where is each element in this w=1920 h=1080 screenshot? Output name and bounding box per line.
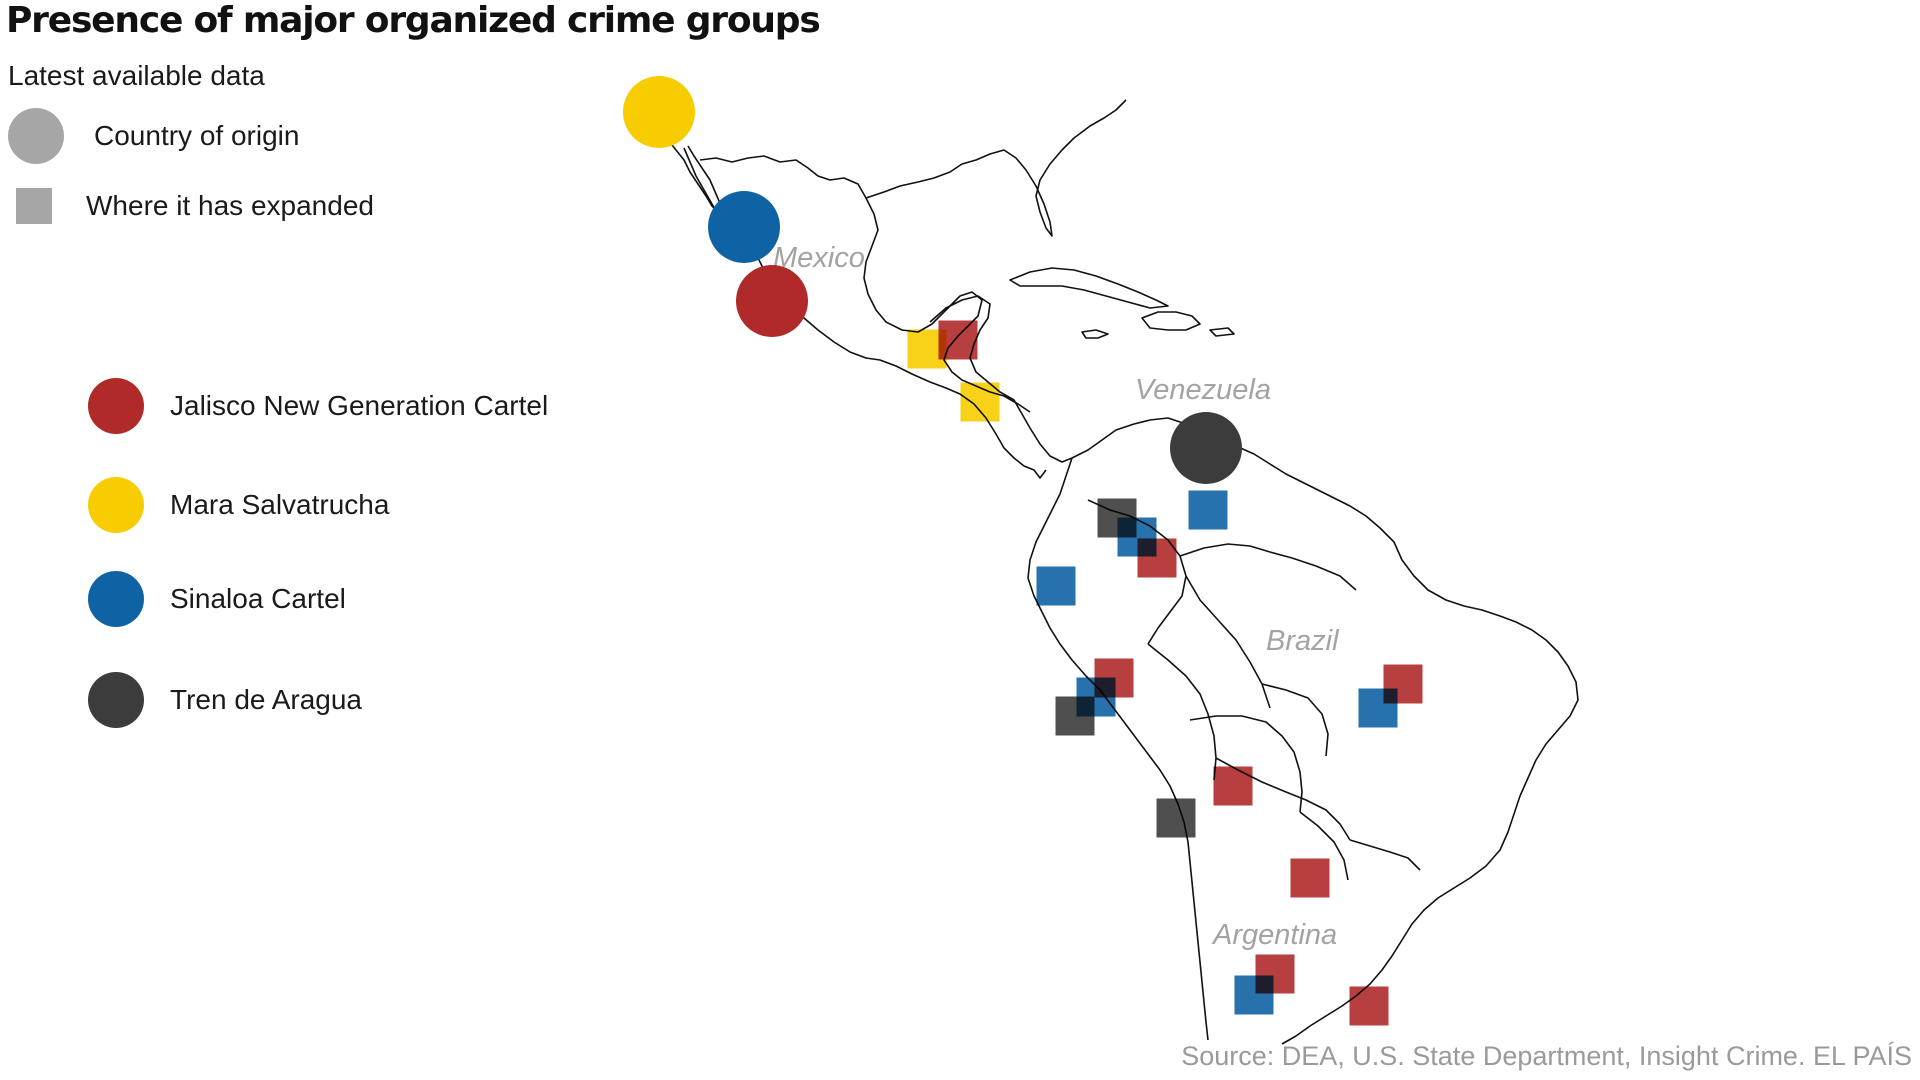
legend-expanded-label: Where it has expanded (86, 190, 374, 221)
legend-group-tren: Tren de Aragua (88, 672, 362, 728)
expansion-square-tren-de-aragua-chile (1156, 798, 1196, 838)
chart-title: Presence of major organized crime groups (6, 0, 821, 41)
legend-group-label: Mara Salvatrucha (170, 489, 390, 520)
expansion-square-sinaloa-cartel-argentina (1234, 975, 1274, 1015)
label-mexico: Mexico (773, 242, 865, 274)
origin-circle-sinaloa-cartel (708, 191, 780, 263)
origin-circle-jalisco-new-generation-cartel (736, 265, 808, 337)
origin-circle-tren-de-aragua (1170, 412, 1242, 484)
legend-country-of-origin: Country of origin (8, 108, 299, 164)
sinaloa-color-swatch (88, 571, 144, 627)
hispaniola-outline (1141, 311, 1201, 331)
label-argentina: Argentina (1211, 919, 1337, 951)
gulf-coastline (699, 155, 1031, 413)
legend-where-expanded: Where it has expanded (16, 188, 374, 224)
jamaica-outline (1081, 329, 1109, 339)
legend-group-label: Tren de Aragua (170, 684, 362, 715)
expansion-square-jalisco-new-generation-cartel-uruguay (1349, 986, 1389, 1026)
cuba-outline (1009, 267, 1169, 309)
label-brazil: Brazil (1266, 625, 1340, 657)
expansion-square-jalisco-new-generation-cartel-paraguay (1290, 858, 1330, 898)
legend-group-label: Jalisco New Generation Cartel (170, 390, 549, 421)
pacific-south-america-coastline (1027, 457, 1209, 1041)
source-note: Source: DEA, U.S. State Department, Insi… (1181, 1041, 1912, 1071)
expansion-square-jalisco-new-generation-cartel-colombia (1137, 538, 1177, 578)
legend-circle-symbol (8, 108, 64, 164)
legend-group-jalisco: Jalisco New Generation Cartel (88, 378, 548, 434)
coastlines (649, 99, 1579, 1045)
florida-coastline (865, 99, 1127, 237)
mexico-coastline (649, 117, 1047, 479)
legend-group-sinaloa: Sinaloa Cartel (88, 571, 346, 627)
map-symbols (623, 76, 1423, 1026)
legend-group-label: Sinaloa Cartel (170, 583, 346, 614)
mara-color-swatch (88, 477, 144, 533)
chart-subtitle: Latest available data (8, 60, 265, 91)
jalisco-color-swatch (88, 378, 144, 434)
legend-origin-label: Country of origin (94, 120, 300, 151)
label-venezuela: Venezuela (1135, 374, 1271, 406)
expansion-square-tren-de-aragua-peru (1055, 696, 1095, 736)
expansion-square-jalisco-new-generation-cartel-bolivia (1213, 766, 1253, 806)
legend-group-mara: Mara Salvatrucha (88, 477, 389, 533)
expansion-square-jalisco-new-generation-cartel-guatemala (938, 320, 978, 360)
country-borders (1087, 499, 1421, 881)
expansion-square-sinaloa-cartel-brazil (1358, 688, 1398, 728)
expansion-square-sinaloa-cartel-ecuador (1036, 566, 1076, 606)
expansion-square-sinaloa-cartel-venezuela (1188, 490, 1228, 530)
expansion-square-mara-salvatrucha-honduras (960, 382, 1000, 422)
puerto-rico-outline (1209, 327, 1235, 337)
tren-color-swatch (88, 672, 144, 728)
origin-circle-mara-salvatrucha (623, 76, 695, 148)
country-labels: Mexico Venezuela Brazil Argentina (773, 242, 1340, 951)
central-america-coastline (929, 295, 1073, 463)
legend-square-symbol (16, 188, 52, 224)
